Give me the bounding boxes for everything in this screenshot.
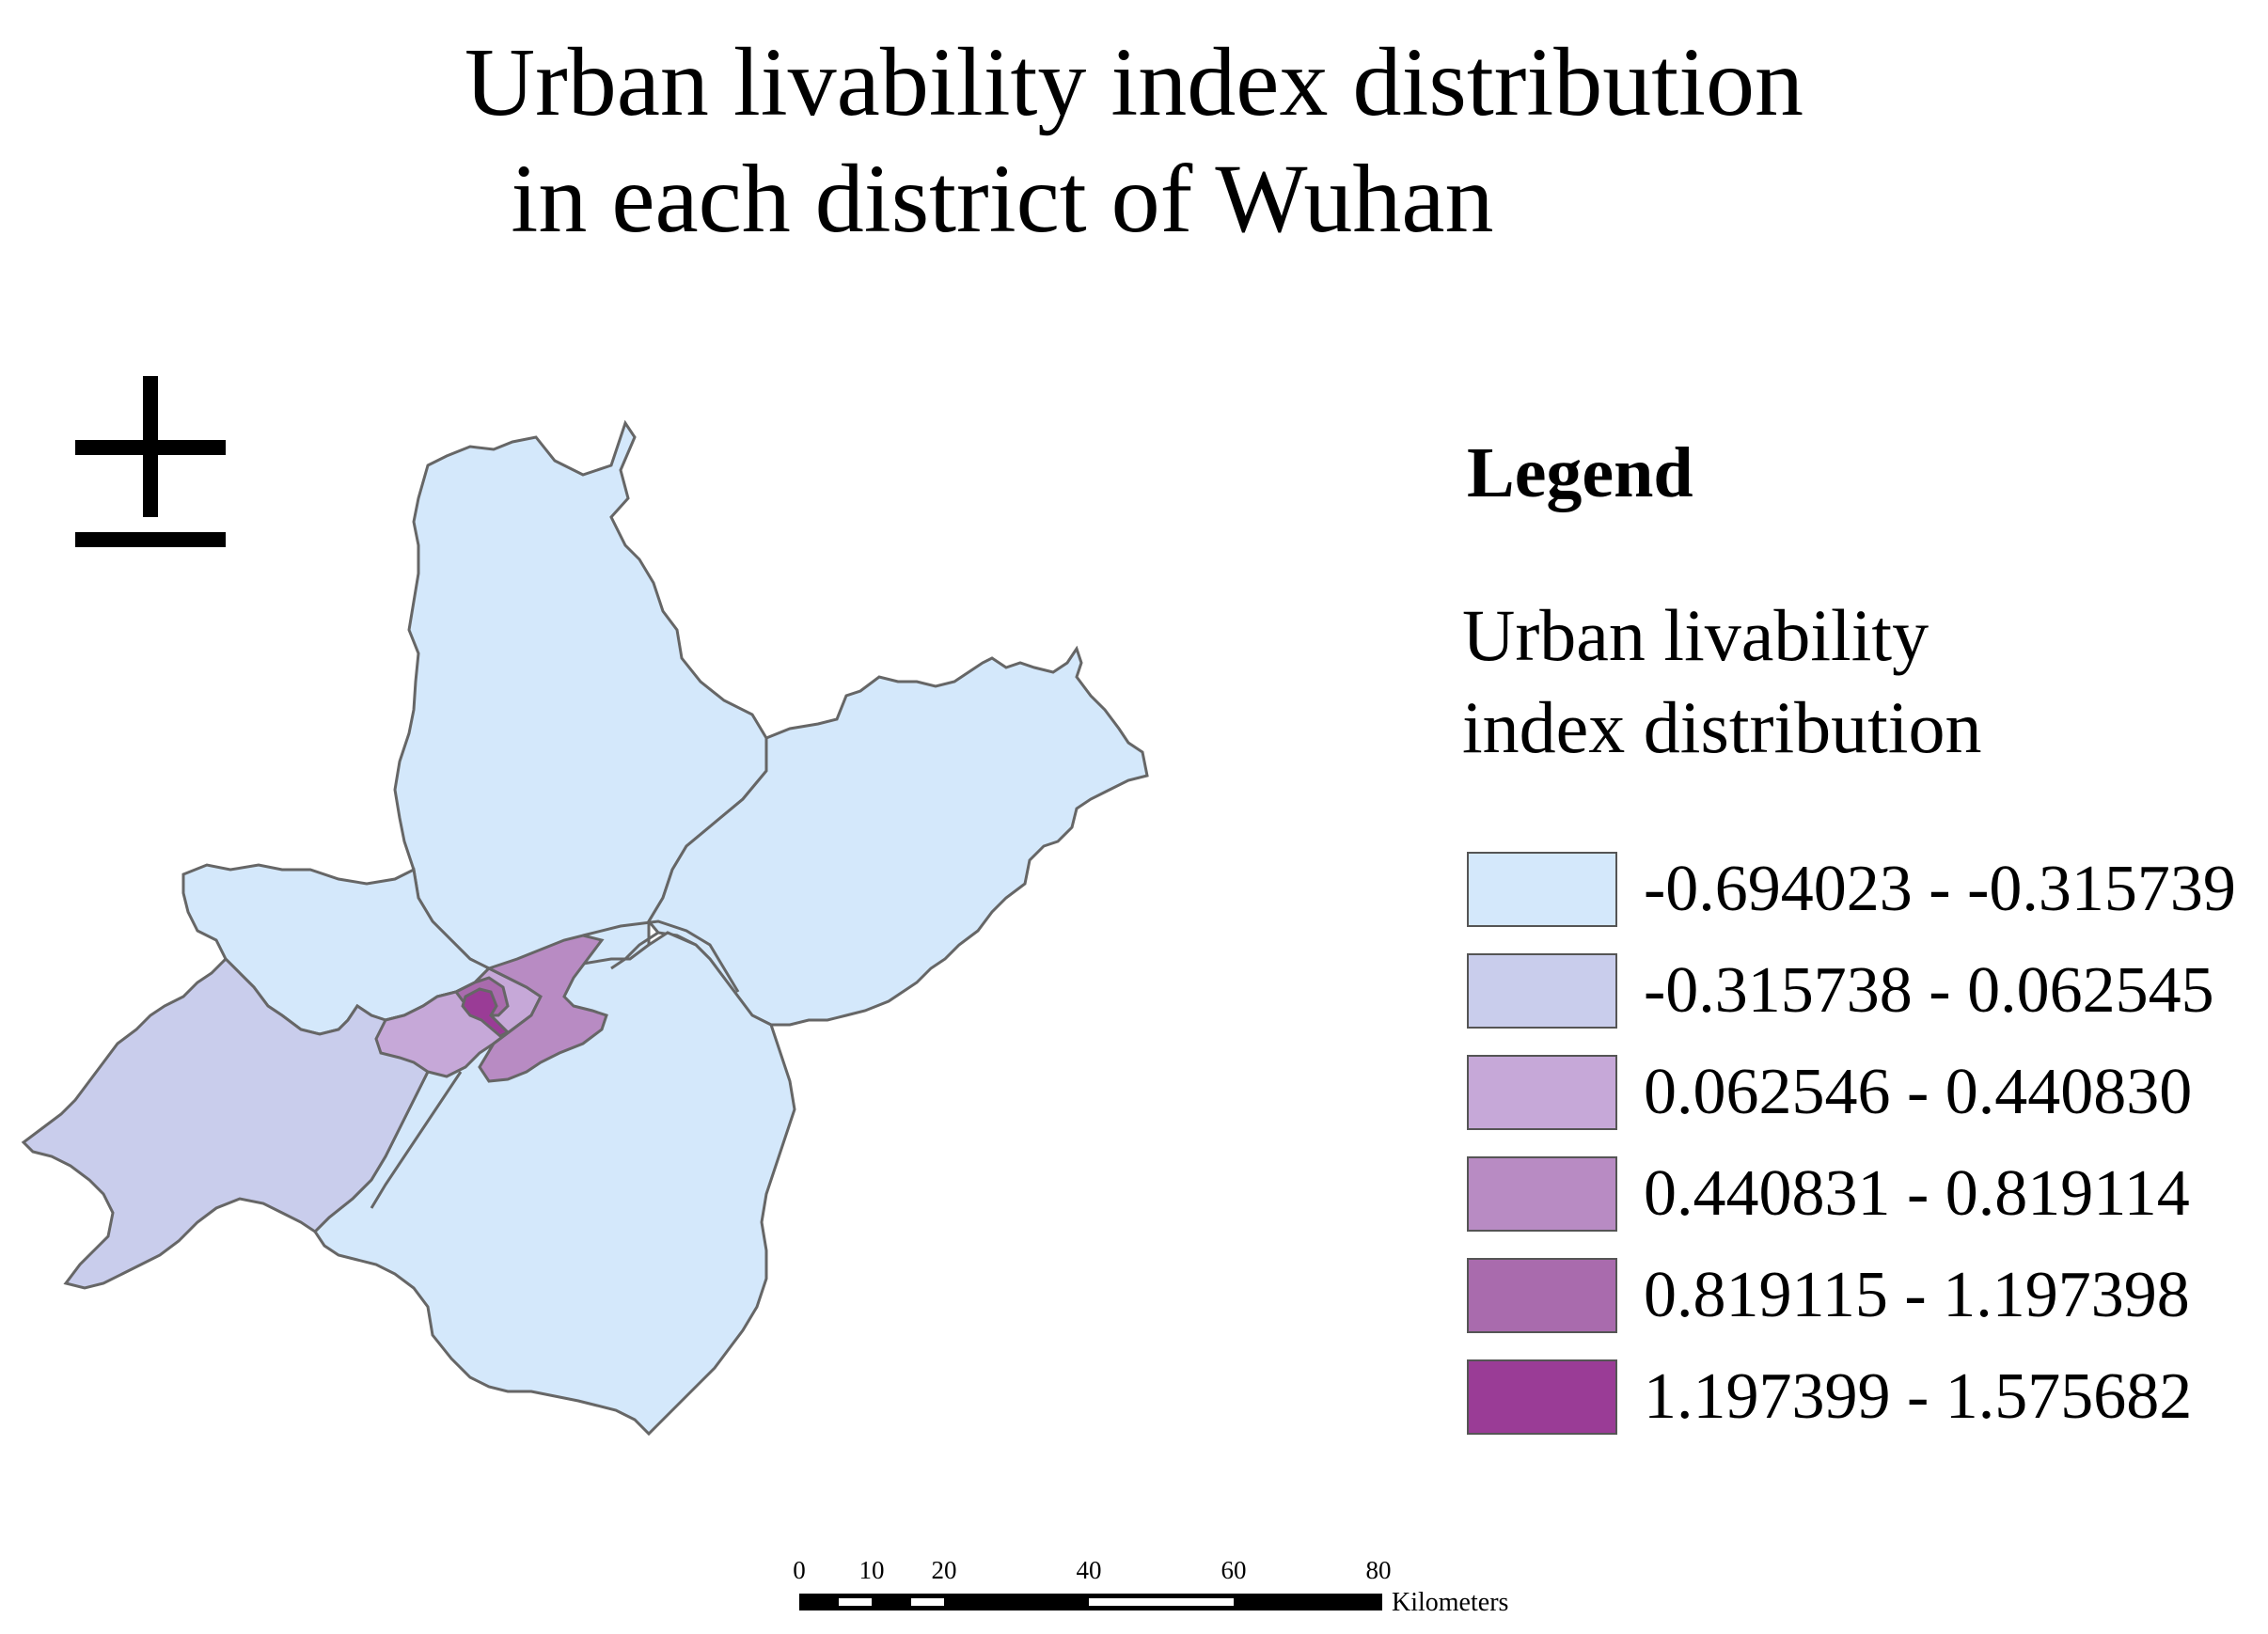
legend-subtitle-line2: index distribution [1462, 686, 1982, 768]
legend-item: 1.197399 - 1.575682 [1467, 1359, 2257, 1435]
legend-range-label: 0.819115 - 1.197398 [1644, 1259, 2190, 1331]
wuhan-district-map [21, 419, 1149, 1437]
legend-range-label: -0.315738 - 0.062545 [1644, 954, 2214, 1027]
district-central-d [461, 987, 511, 1038]
legend-item: -0.694023 - -0.315739 [1467, 852, 2257, 927]
scale-unit-label: Kilometers [1392, 1588, 1509, 1617]
scale-tick-label: 80 [1365, 1556, 1392, 1584]
map-title-line2: in each district of Wuhan [511, 145, 1494, 253]
legend-range-label: -0.694023 - -0.315739 [1644, 853, 2236, 925]
north-arrow-icon [75, 376, 226, 547]
legend-subtitle-line1: Urban livability [1462, 594, 1929, 676]
scale-tick-label: 40 [1076, 1556, 1102, 1584]
legend-heading: Legend [1467, 433, 1693, 512]
legend-range-label: 1.197399 - 1.575682 [1644, 1360, 2193, 1433]
legend-swatch [1467, 1156, 1617, 1232]
scale-tick-label: 0 [793, 1556, 806, 1584]
legend-item: 0.440831 - 0.819114 [1467, 1156, 2257, 1232]
scale-tick-label: 20 [931, 1556, 957, 1584]
legend-swatch [1467, 953, 1617, 1029]
scale-tick-label: 60 [1221, 1556, 1247, 1584]
legend-item: -0.315738 - 0.062545 [1467, 953, 2257, 1029]
map-title-line1: Urban livability index distribution [464, 28, 1804, 136]
legend-swatch [1467, 1055, 1617, 1130]
legend-item: 0.819115 - 1.197398 [1467, 1258, 2257, 1333]
scale-bar: 0 10 20 40 60 80 Kilometers [771, 1556, 1542, 1631]
legend-range-label: 0.062546 - 0.440830 [1644, 1056, 2193, 1128]
district-central-b [478, 934, 608, 1083]
yangtze-river [370, 919, 740, 1209]
legend-swatch [1467, 1359, 1617, 1435]
legend-swatch [1467, 1258, 1617, 1333]
legend-swatch [1467, 852, 1617, 927]
district-west [21, 956, 472, 1290]
scale-bar-graphic [799, 1594, 1382, 1610]
legend-item: 0.062546 - 0.440830 [1467, 1055, 2257, 1130]
scale-tick-label: 10 [858, 1556, 885, 1584]
legend-range-label: 0.440831 - 0.819114 [1644, 1157, 2190, 1230]
